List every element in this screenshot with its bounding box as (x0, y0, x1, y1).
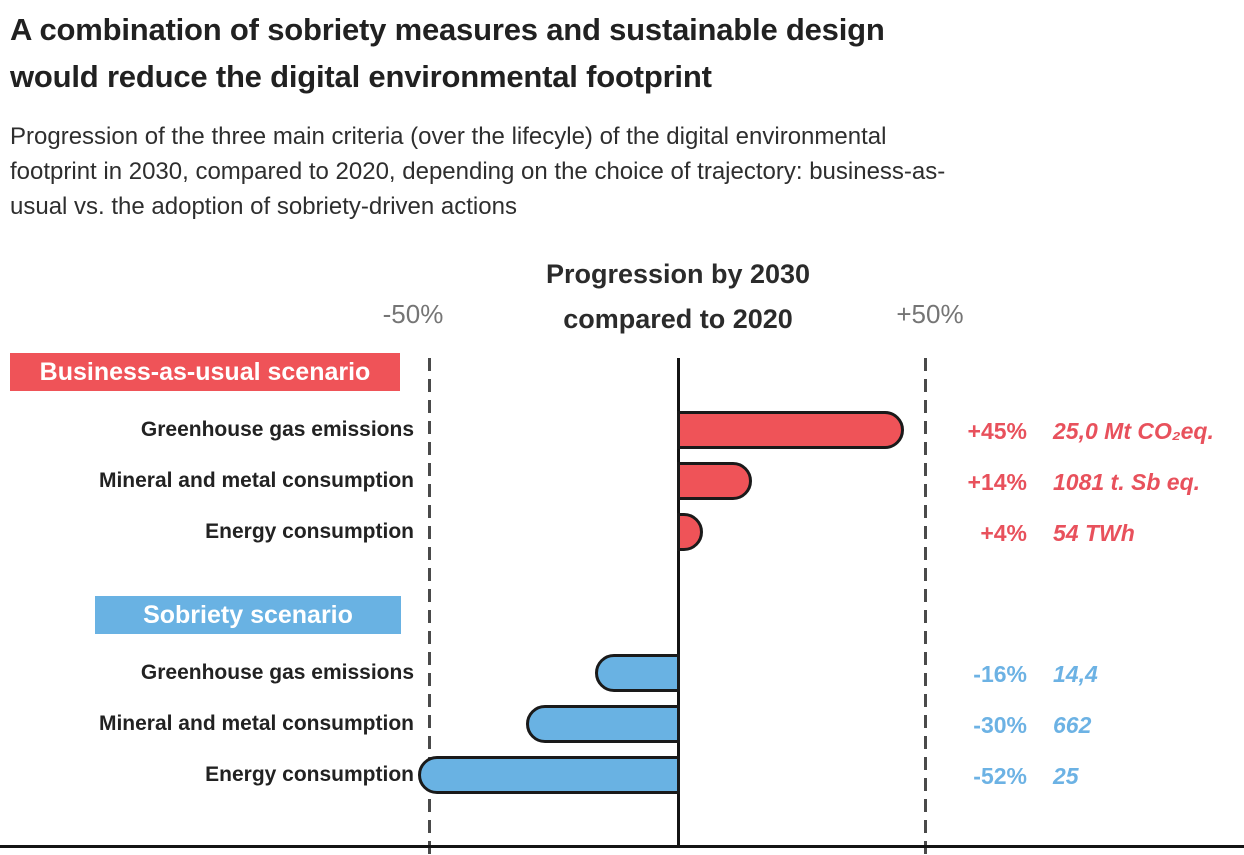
unit-label: 14,4 (1053, 661, 1098, 687)
chart-row-bau-ghg: Greenhouse gas emissions +45% 25,0 Mt CO… (0, 411, 1244, 449)
legend-badge-business-as-usual: Business-as-usual scenario (10, 353, 400, 391)
bar-sobriety-minerals (526, 705, 680, 743)
page-title-line2: would reduce the digital environmental f… (10, 59, 712, 94)
chart-baseline (0, 845, 1244, 848)
axis-tick-minus50: -50% (382, 299, 444, 329)
chart-row-sobriety-energy: Energy consumption -52% 25 (0, 756, 1244, 794)
pct-label: +45% (967, 418, 1027, 444)
axis-title-line1: Progression by 2030 (545, 259, 811, 289)
bar-sobriety-ghg (595, 654, 680, 692)
row-label: Greenhouse gas emissions (140, 661, 414, 684)
bar-business-minerals (677, 462, 752, 500)
page-subtitle-line3: usual vs. the adoption of sobriety-drive… (10, 193, 517, 220)
pct-label: -52% (973, 763, 1027, 789)
guide-line-minus50 (428, 358, 431, 855)
page-title-line1: A combination of sobriety measures and s… (10, 12, 885, 47)
unit-label: 1081 t. Sb eq. (1053, 469, 1201, 495)
pct-label: -30% (973, 712, 1027, 738)
unit-label: 54 TWh (1053, 520, 1135, 546)
page-title: A combination of sobriety measures and s… (10, 6, 1190, 100)
chart-row-sobriety-ghg: Greenhouse gas emissions -16% 14,4 (0, 654, 1244, 692)
axis-title: Progression by 2030 compared to 2020 (428, 252, 928, 342)
axis-tick-plus50: +50% (896, 299, 964, 329)
chart-row-sobriety-minerals: Mineral and metal consumption -30% 662 (0, 705, 1244, 743)
page-subtitle-line2: footprint in 2030, compared to 2020, dep… (10, 158, 946, 185)
bar-business-ghg (677, 411, 905, 449)
axis-title-line2: compared to 2020 (563, 304, 793, 334)
page-subtitle: Progression of the three main criteria (… (10, 119, 1210, 224)
bar-sobriety-energy (418, 756, 680, 794)
unit-label: 25,0 Mt CO₂eq. (1053, 418, 1214, 444)
unit-label: 662 (1053, 712, 1092, 738)
chart-row-bau-minerals: Mineral and metal consumption +14% 1081 … (0, 462, 1244, 500)
pct-label: +4% (980, 520, 1027, 546)
bar-business-energy (677, 513, 703, 551)
page-subtitle-line1: Progression of the three main criteria (… (10, 123, 887, 150)
guide-line-plus50 (924, 358, 927, 855)
row-label: Greenhouse gas emissions (140, 418, 414, 441)
pct-label: +14% (967, 469, 1027, 495)
row-label: Mineral and metal consumption (98, 712, 414, 735)
pct-label: -16% (973, 661, 1027, 687)
row-label: Mineral and metal consumption (98, 469, 414, 492)
row-label: Energy consumption (205, 520, 414, 543)
legend-badge-sobriety: Sobriety scenario (95, 596, 401, 634)
zero-axis-line (677, 358, 680, 847)
unit-label: 25 (1053, 763, 1079, 789)
row-label: Energy consumption (205, 763, 414, 786)
chart-row-bau-energy: Energy consumption +4% 54 TWh (0, 513, 1244, 551)
